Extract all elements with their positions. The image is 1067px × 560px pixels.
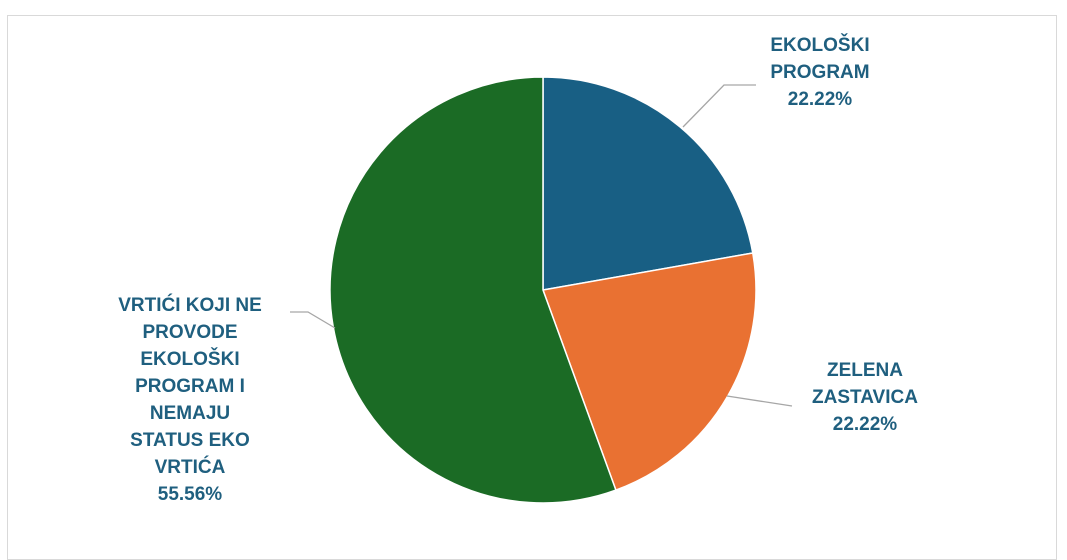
leader-line-2 xyxy=(726,395,793,407)
data-label-line: ZELENA xyxy=(827,360,903,381)
data-label-line: EKOLOŠKI xyxy=(140,348,239,370)
pie-slice-1 xyxy=(542,76,754,291)
data-label-line: PROVODE xyxy=(142,322,237,343)
data-label-line: EKOLOŠKI xyxy=(770,34,869,56)
data-label-line: ZASTAVICA xyxy=(812,387,918,408)
data-label-line: STATUS EKO xyxy=(130,430,250,451)
leader-line-1 xyxy=(682,84,756,128)
data-label-line: PROGRAM xyxy=(770,62,869,83)
data-label-line: VRTIĆI KOJI NE xyxy=(118,294,262,316)
data-label-line: 55.56% xyxy=(158,484,223,505)
data-label-3: VRTIĆI KOJI NE PROVODE EKOLOŠKI PROGRAM I NE… xyxy=(118,294,262,505)
data-label-1: EKOLOŠKI PROGRAM 22.22% xyxy=(770,34,869,110)
data-label-line: PROGRAM I xyxy=(135,376,245,397)
data-label-line: 22.22% xyxy=(833,414,898,435)
data-label-line: NEMAJU xyxy=(150,403,230,424)
leader-line-3 xyxy=(290,311,336,329)
data-label-line: VRTIĆA xyxy=(155,456,226,478)
data-label-2: ZELENA ZASTAVICA 22.22% xyxy=(812,360,918,435)
data-label-line: 22.22% xyxy=(788,89,853,110)
